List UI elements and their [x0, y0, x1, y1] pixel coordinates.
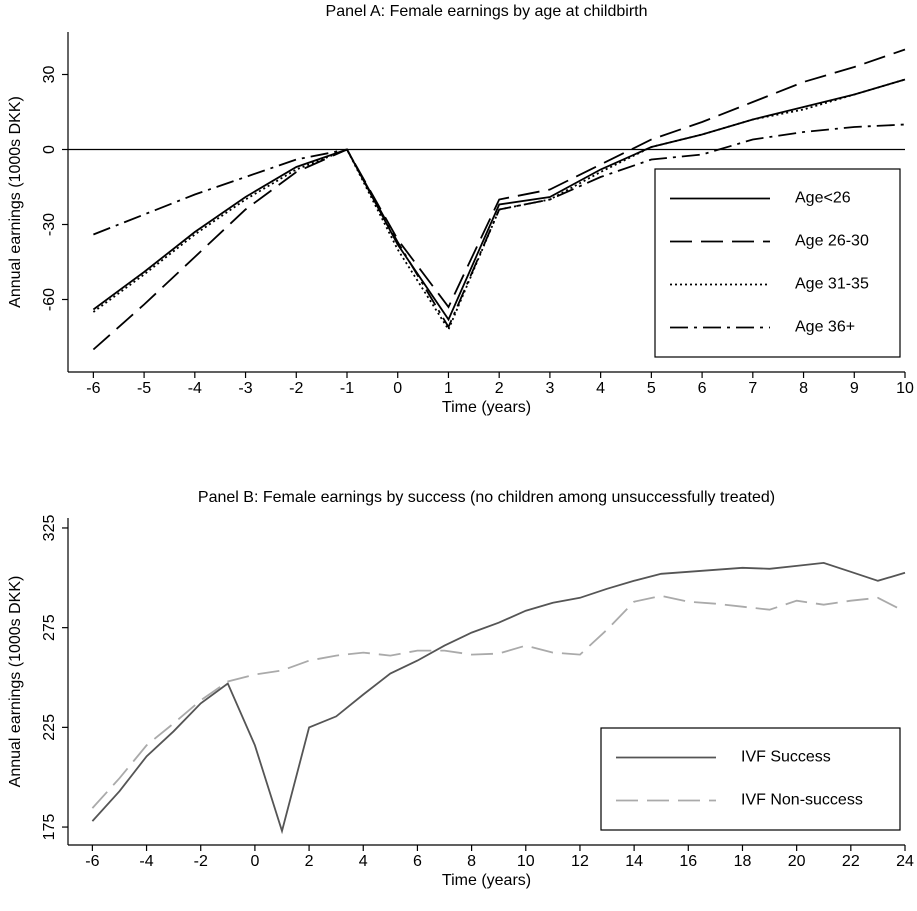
- x-tick-label: 1: [444, 380, 453, 397]
- x-tick-label: -2: [194, 853, 208, 870]
- x-tick-label: 0: [250, 853, 259, 870]
- y-tick-label: 225: [41, 714, 58, 741]
- panel: Panel A: Female earnings by age at child…: [7, 3, 914, 416]
- x-tick-label: 6: [413, 853, 422, 870]
- legend-label: Age 31-35: [795, 276, 869, 293]
- x-tick-label: 8: [799, 380, 808, 397]
- legend: Age<26 Age 26-30 Age 31-35 Age 36+: [654, 168, 901, 358]
- legend-label: Age 36+: [795, 319, 855, 336]
- series-line: [92, 78, 906, 322]
- x-tick-label: 7: [748, 380, 757, 397]
- x-tick-label: 24: [896, 853, 914, 870]
- legend-box: [654, 168, 901, 358]
- x-tick-label: 9: [850, 380, 859, 397]
- legend-box: [600, 727, 901, 831]
- x-tick-label: -2: [289, 380, 303, 397]
- chart-title: Panel B: Female earnings by success (no …: [198, 489, 775, 506]
- x-tick-label: -6: [85, 853, 99, 870]
- x-tick-label: 16: [679, 853, 697, 870]
- x-tick-label: -4: [188, 380, 202, 397]
- x-tick-label: 0: [393, 380, 402, 397]
- legend: IVF Success IVF Non-success: [600, 727, 901, 831]
- legend-label: Age<26: [795, 190, 851, 207]
- series-line: [92, 48, 906, 351]
- series-line: [93, 123, 906, 329]
- x-tick-label: 8: [467, 853, 476, 870]
- y-tick-label: 30: [41, 66, 58, 84]
- y-tick-label: -30: [41, 213, 58, 236]
- x-tick-label: 10: [517, 853, 535, 870]
- legend-label: IVF Success: [741, 749, 831, 766]
- x-tick-label: 4: [359, 853, 368, 870]
- legend-label: IVF Non-success: [741, 792, 863, 809]
- x-tick-label: 6: [698, 380, 707, 397]
- x-tick-label: 2: [495, 380, 504, 397]
- y-tick-label: 0: [41, 145, 58, 154]
- x-tick-label: 22: [842, 853, 860, 870]
- series-line: [91, 561, 906, 835]
- x-tick-label: 2: [305, 853, 314, 870]
- x-tick-label: 5: [647, 380, 656, 397]
- x-tick-label: 12: [571, 853, 589, 870]
- x-tick-label: 3: [545, 380, 554, 397]
- y-axis-label: Annual earnings (1000s DKK): [7, 96, 24, 308]
- x-tick-label: -5: [137, 380, 151, 397]
- x-tick-label: 18: [734, 853, 752, 870]
- series-line: [91, 594, 906, 809]
- legend-label: Age 26-30: [795, 233, 869, 250]
- x-tick-label: -1: [340, 380, 354, 397]
- x-tick-label: 4: [596, 380, 605, 397]
- x-tick-label: 20: [788, 853, 806, 870]
- x-axis-label: Time (years): [442, 872, 531, 889]
- x-tick-label: 10: [896, 380, 914, 397]
- y-tick-label: 325: [41, 515, 58, 542]
- x-tick-label: -6: [86, 380, 100, 397]
- x-tick-label: 14: [625, 853, 643, 870]
- y-tick-label: -60: [41, 288, 58, 311]
- y-tick-label: 175: [41, 814, 58, 841]
- x-tick-label: -4: [139, 853, 153, 870]
- chart-title: Panel A: Female earnings by age at child…: [326, 3, 648, 20]
- y-axis-label: Annual earnings (1000s DKK): [7, 576, 24, 788]
- x-axis-label: Time (years): [442, 399, 531, 416]
- y-tick-label: 275: [41, 614, 58, 641]
- x-tick-label: -3: [238, 380, 252, 397]
- panel: Panel B: Female earnings by success (no …: [7, 489, 914, 889]
